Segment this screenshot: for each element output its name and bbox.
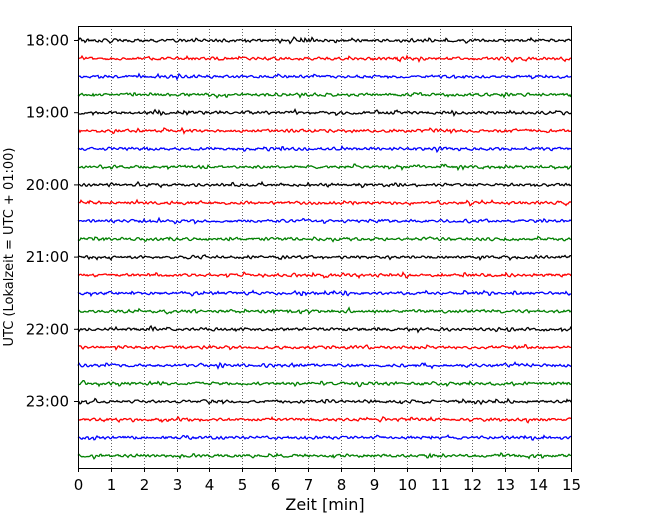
- trace-22: [77, 415, 572, 424]
- trace-17: [77, 324, 572, 334]
- trace-24: [77, 452, 572, 460]
- y-axis-ticks: 18:00 19:00 20:00 21:00 22:00 23:00: [26, 32, 78, 411]
- y-tick-label-23:00: 23:00: [26, 393, 69, 411]
- trace-10: [77, 198, 572, 207]
- x-axis-ticks: 0 1 2 3 4 5 6 7 8 9 10 11 12 13 14 15: [74, 468, 581, 494]
- trace-19: [77, 361, 572, 370]
- trace-4: [77, 91, 572, 99]
- trace-15: [77, 289, 572, 298]
- seismogram-traces: [77, 36, 572, 460]
- x-tick-label-8: 8: [337, 476, 347, 494]
- x-axis-label: Zeit [min]: [285, 495, 364, 514]
- plot-frame: [78, 26, 572, 469]
- x-tick-label-12: 12: [463, 476, 482, 494]
- trace-20: [77, 379, 572, 388]
- y-tick-label-18:00: 18:00: [26, 32, 69, 50]
- trace-14: [77, 270, 572, 280]
- x-tick-label-7: 7: [304, 476, 314, 494]
- x-tick-label-11: 11: [431, 476, 450, 494]
- y-tick-label-22:00: 22:00: [26, 320, 69, 338]
- trace-16: [77, 306, 572, 315]
- x-tick-label-6: 6: [271, 476, 281, 494]
- trace-23: [77, 434, 572, 441]
- x-tick-label-14: 14: [529, 476, 548, 494]
- trace-3: [77, 72, 572, 81]
- y-tick-label-21:00: 21:00: [26, 248, 69, 266]
- trace-6: [77, 126, 572, 135]
- y-axis-label: UTC (Lokalzeit = UTC + 01:00): [2, 148, 17, 347]
- trace-21: [77, 397, 572, 406]
- y-tick-label-19:00: 19:00: [26, 104, 69, 122]
- x-tick-label-1: 1: [107, 476, 117, 494]
- x-tick-label-4: 4: [205, 476, 215, 494]
- x-tick-label-5: 5: [238, 476, 248, 494]
- trace-18: [77, 343, 572, 351]
- trace-13: [77, 254, 572, 262]
- x-tick-label-3: 3: [173, 476, 183, 494]
- trace-11: [77, 216, 572, 225]
- trace-2: [77, 54, 572, 63]
- x-tick-label-10: 10: [398, 476, 417, 494]
- x-tick-label-0: 0: [74, 476, 84, 494]
- x-tick-label-9: 9: [370, 476, 380, 494]
- y-tick-label-20:00: 20:00: [26, 176, 69, 194]
- x-tick-label-15: 15: [562, 476, 581, 494]
- trace-9: [77, 180, 572, 189]
- trace-12: [77, 235, 572, 243]
- x-tick-label-2: 2: [140, 476, 150, 494]
- x-tick-label-13: 13: [496, 476, 515, 494]
- trace-5: [77, 107, 572, 117]
- trace-1: [77, 36, 572, 45]
- trace-7: [77, 144, 572, 154]
- trace-8: [77, 163, 572, 172]
